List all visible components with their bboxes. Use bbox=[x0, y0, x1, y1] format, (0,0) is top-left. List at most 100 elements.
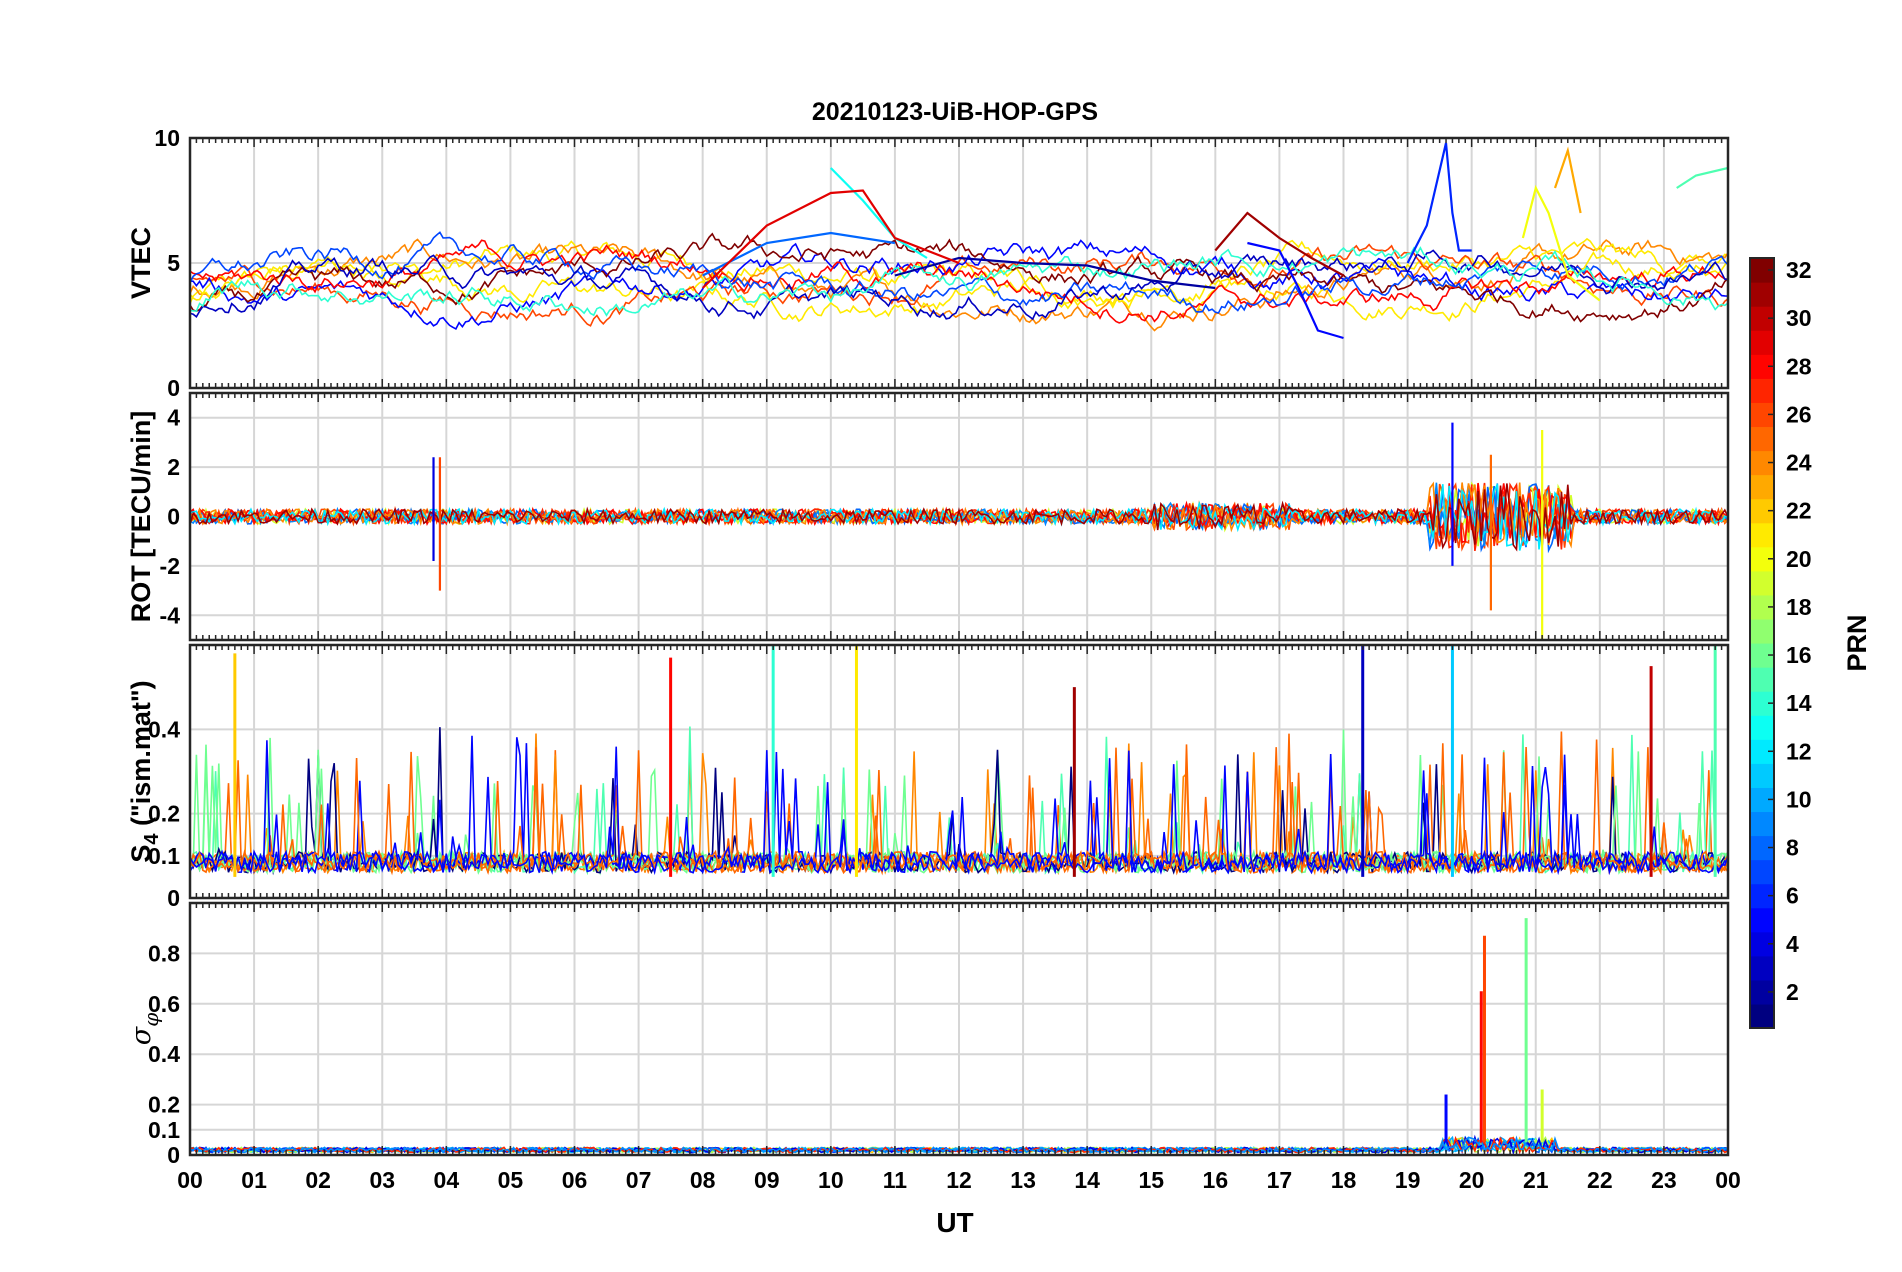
series-line-prn-23 bbox=[1553, 146, 1582, 214]
colorbar-swatch bbox=[1750, 378, 1774, 403]
colorbar-frame bbox=[1749, 257, 1775, 1029]
noise-texture bbox=[190, 231, 1728, 332]
colorbar-tick-label: 12 bbox=[1786, 738, 1812, 764]
x-tick-label: 04 bbox=[434, 1167, 460, 1193]
y-tick-label: 0.1 bbox=[148, 843, 180, 869]
data-layer bbox=[190, 142, 1728, 340]
noise-trace bbox=[190, 237, 1728, 323]
panel-vtec: 0 5 10 VTEC bbox=[126, 125, 1730, 401]
axes-frame bbox=[188, 901, 1730, 1157]
x-tick-label: 10 bbox=[818, 1167, 844, 1193]
x-tick-label: 22 bbox=[1587, 1167, 1613, 1193]
colorbar-swatch bbox=[1750, 282, 1774, 307]
noise-trace bbox=[190, 481, 1728, 549]
x-tick-label: 03 bbox=[369, 1167, 395, 1193]
colorbar-tick-label: 4 bbox=[1786, 931, 1799, 957]
colorbar-swatch bbox=[1750, 522, 1774, 548]
series-line-prn-8 bbox=[702, 231, 896, 277]
x-axis-tick-labels: 00 01 02 03 04 05 06 07 08 09 10 11 12 13 14 15 16 17 18 19… bbox=[177, 1167, 1741, 1193]
series-line-prn-15 bbox=[1676, 166, 1728, 189]
noise-trace bbox=[190, 246, 1728, 317]
x-tick-label: 18 bbox=[1331, 1167, 1357, 1193]
series-line-prn-13 bbox=[830, 167, 928, 259]
colorbar-tick-label: 10 bbox=[1786, 786, 1812, 812]
x-tick-label: 19 bbox=[1395, 1167, 1421, 1193]
y-tick-label: 0.1 bbox=[148, 1117, 180, 1143]
colorbar-swatch bbox=[1750, 667, 1774, 692]
axes-frame bbox=[188, 391, 1730, 642]
series-line-prn-31 bbox=[1214, 211, 1345, 277]
y-tick-label: 0.6 bbox=[148, 991, 180, 1017]
x-tick-label: 15 bbox=[1138, 1167, 1164, 1193]
colorbar-swatch bbox=[1750, 955, 1774, 981]
x-tick-label: 05 bbox=[498, 1167, 524, 1193]
noise-trace bbox=[190, 239, 1728, 330]
x-tick-label: 13 bbox=[1010, 1167, 1036, 1193]
colorbar-swatch bbox=[1750, 859, 1774, 885]
x-tick-label: 07 bbox=[626, 1167, 652, 1193]
y-axis-label-rot: ROT [TECU/min] bbox=[126, 411, 156, 622]
noise-trace bbox=[190, 231, 1728, 314]
x-tick-label: 00 bbox=[1715, 1167, 1741, 1193]
series-line-prn-6 bbox=[1406, 142, 1472, 264]
colorbar-swatch bbox=[1750, 570, 1774, 596]
colorbar-swatch bbox=[1750, 763, 1774, 788]
x-tick-label: 02 bbox=[305, 1167, 331, 1193]
colorbar-label: PRN bbox=[1842, 614, 1872, 671]
y-tick-label: -2 bbox=[160, 553, 180, 579]
colorbar-swatch bbox=[1750, 811, 1774, 837]
noise-texture bbox=[190, 726, 1728, 876]
data-layer bbox=[190, 645, 1728, 877]
y-tick-label: -4 bbox=[160, 602, 181, 628]
colorbar-tick-label: 16 bbox=[1786, 642, 1812, 668]
minor-ticks bbox=[189, 393, 1729, 640]
y-tick-label: 0 bbox=[167, 885, 180, 911]
x-tick-label: 23 bbox=[1651, 1167, 1677, 1193]
colorbar-tick-label: 8 bbox=[1786, 835, 1799, 861]
x-tick-label: 16 bbox=[1203, 1167, 1229, 1193]
panel-s4: 0 0.1 0.2 0.4S4 ("ism.mat") bbox=[126, 643, 1730, 911]
y-tick-label: 10 bbox=[154, 125, 180, 151]
x-tick-label: 17 bbox=[1267, 1167, 1293, 1193]
colorbar-tick-label: 28 bbox=[1786, 353, 1812, 379]
colorbar-swatch bbox=[1750, 618, 1774, 644]
y-tick-label: 0 bbox=[167, 375, 180, 401]
noise-trace bbox=[190, 243, 1728, 327]
colorbar-swatch bbox=[1750, 474, 1774, 500]
noise-trace bbox=[190, 483, 1728, 552]
x-tick-label: 00 bbox=[177, 1167, 203, 1193]
y-tick-label: 0.2 bbox=[148, 1092, 180, 1118]
y-tick-label: 5 bbox=[167, 250, 180, 276]
series-line-prn-20 bbox=[1521, 184, 1601, 302]
x-tick-label: 09 bbox=[754, 1167, 780, 1193]
x-tick-label: 12 bbox=[946, 1167, 972, 1193]
x-tick-label: 21 bbox=[1523, 1167, 1549, 1193]
colorbar-tick-label: 26 bbox=[1786, 401, 1812, 427]
colorbar-tick-label: 6 bbox=[1786, 883, 1799, 909]
colorbar-swatch bbox=[1750, 907, 1774, 933]
x-tick-label: 06 bbox=[562, 1167, 588, 1193]
data-layer bbox=[190, 422, 1728, 640]
colorbar-swatch bbox=[1750, 1003, 1774, 1029]
colorbar-tick-label: 20 bbox=[1786, 546, 1812, 572]
colorbar-tick-label: 2 bbox=[1786, 979, 1799, 1005]
noise-trace bbox=[190, 735, 1728, 876]
noise-trace bbox=[190, 744, 1728, 876]
chart-title: 20210123-UiB-HOP-GPS bbox=[812, 98, 1098, 126]
x-tick-label: 20 bbox=[1459, 1167, 1485, 1193]
axes-frame bbox=[188, 136, 1730, 390]
x-tick-label: 14 bbox=[1074, 1167, 1100, 1193]
noise-trace bbox=[190, 239, 1728, 324]
y-tick-label: 2 bbox=[167, 454, 180, 480]
panel-rot: -4 -2 0 2 4 ROT [TECU/min] bbox=[126, 391, 1730, 642]
colorbar-tick-label: 18 bbox=[1786, 594, 1812, 620]
x-tick-label: 08 bbox=[690, 1167, 716, 1193]
panel-sigma: 00.10.2 0.4 0.6 0.8 σφ bbox=[126, 901, 1730, 1168]
colorbar-tick-label: 14 bbox=[1786, 690, 1812, 716]
colorbar-tick-label: 24 bbox=[1786, 450, 1812, 476]
x-axis-label: UT bbox=[936, 1207, 973, 1238]
x-tick-label: 01 bbox=[241, 1167, 267, 1193]
series-line-prn-2 bbox=[894, 256, 1216, 290]
